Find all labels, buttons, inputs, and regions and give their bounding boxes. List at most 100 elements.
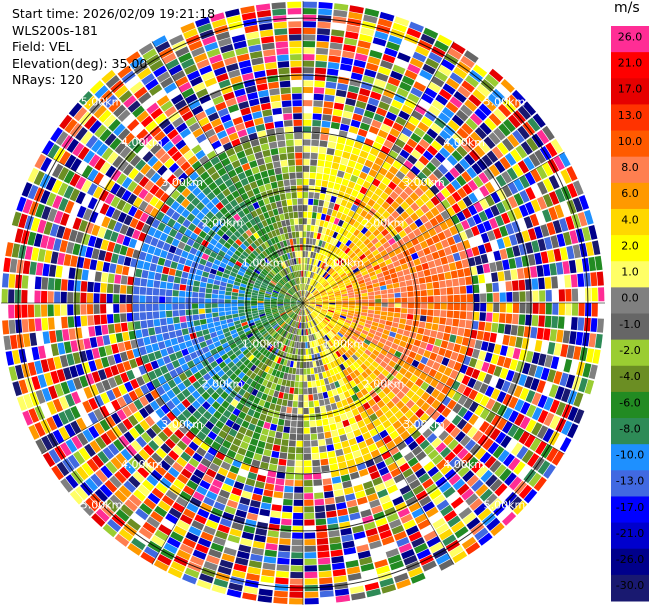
- velocity-cell: [341, 311, 348, 315]
- velocity-cell: [220, 461, 231, 471]
- velocity-cell: [388, 35, 403, 45]
- velocity-cell: [277, 465, 286, 473]
- velocity-cell: [89, 384, 100, 397]
- velocity-cell: [231, 332, 239, 339]
- velocity-cell: [171, 385, 181, 396]
- velocity-cell: [274, 348, 280, 356]
- velocity-cell: [428, 244, 437, 253]
- velocity-cell: [309, 179, 316, 186]
- velocity-cell: [226, 449, 237, 459]
- velocity-cell: [314, 252, 319, 260]
- velocity-cell: [236, 326, 244, 333]
- velocity-cell: [437, 64, 452, 77]
- velocity-cell: [324, 249, 330, 257]
- velocity-cell: [272, 312, 280, 317]
- velocity-cell: [390, 272, 398, 279]
- velocity-cell: [294, 381, 299, 388]
- velocity-cell: [314, 294, 321, 298]
- velocity-cell: [288, 326, 293, 333]
- velocity-cell: [311, 126, 321, 134]
- velocity-cell: [184, 369, 193, 378]
- velocity-cell: [367, 267, 375, 274]
- velocity-cell: [330, 195, 337, 203]
- velocity-cell: [351, 255, 359, 262]
- velocity-cell: [411, 445, 423, 456]
- velocity-cell: [255, 528, 268, 536]
- velocity-cell: [163, 542, 178, 555]
- velocity-cell: [140, 384, 150, 395]
- velocity-cell: [378, 66, 391, 76]
- velocity-cell: [281, 365, 287, 373]
- velocity-cell: [200, 276, 208, 283]
- velocity-cell: [246, 512, 258, 521]
- velocity-cell: [127, 414, 139, 427]
- velocity-cell: [457, 383, 467, 394]
- velocity-cell: [392, 420, 402, 430]
- velocity-cell: [171, 359, 181, 369]
- velocity-cell: [199, 367, 208, 376]
- velocity-cell: [332, 109, 343, 117]
- velocity-cell: [383, 117, 395, 127]
- velocity-cell: [341, 440, 350, 449]
- velocity-cell: [56, 461, 70, 477]
- velocity-cell: [478, 103, 492, 117]
- velocity-cell: [352, 385, 360, 394]
- velocity-cell: [206, 317, 214, 324]
- velocity-cell: [443, 142, 455, 154]
- velocity-cell: [333, 394, 341, 403]
- velocity-cell: [374, 482, 386, 493]
- velocity-cell: [226, 471, 238, 481]
- velocity-cell: [308, 295, 314, 300]
- velocity-cell: [133, 312, 140, 321]
- velocity-cell: [279, 344, 285, 351]
- velocity-cell: [453, 91, 467, 104]
- velocity-cell: [235, 432, 245, 441]
- velocity-cell: [430, 157, 442, 168]
- velocity-cell: [175, 496, 189, 508]
- velocity-cell: [505, 313, 513, 324]
- velocity-cell: [268, 337, 275, 344]
- velocity-cell: [570, 317, 578, 331]
- velocity-cell: [307, 387, 313, 395]
- velocity-cell: [466, 474, 479, 487]
- velocity-cell: [256, 474, 267, 483]
- velocity-cell: [233, 385, 242, 393]
- velocity-cell: [441, 357, 450, 366]
- velocity-cell: [225, 291, 232, 296]
- velocity-cell: [212, 284, 220, 290]
- velocity-cell: [192, 314, 200, 321]
- velocity-cell: [327, 376, 334, 384]
- velocity-cell: [359, 425, 369, 435]
- velocity-cell: [413, 284, 420, 291]
- velocity-cell: [347, 312, 354, 317]
- velocity-cell: [342, 480, 353, 489]
- velocity-cell: [225, 434, 235, 443]
- velocity-cell: [242, 348, 250, 356]
- velocity-cell: [309, 407, 315, 414]
- velocity-cell: [369, 389, 377, 398]
- velocity-cell: [377, 523, 390, 533]
- velocity-cell: [346, 314, 354, 319]
- velocity-cell: [376, 257, 385, 264]
- velocity-cell: [483, 373, 493, 385]
- velocity-cell: [401, 335, 409, 343]
- velocity-cell: [320, 365, 326, 373]
- velocity-cell: [255, 334, 263, 340]
- velocity-cell: [319, 254, 324, 261]
- velocity-cell: [534, 226, 544, 239]
- velocity-cell: [550, 235, 559, 249]
- velocity-cell: [386, 41, 401, 52]
- velocity-cell: [437, 164, 449, 175]
- velocity-cell: [330, 402, 338, 411]
- velocity-cell: [327, 141, 337, 149]
- velocity-cell: [277, 318, 283, 324]
- velocity-cell: [427, 309, 434, 316]
- velocity-cell: [318, 359, 324, 366]
- velocity-cell: [303, 126, 312, 133]
- velocity-cell: [313, 232, 318, 239]
- velocity-cell: [137, 466, 150, 479]
- velocity-cell: [60, 478, 74, 493]
- velocity-cell: [598, 287, 605, 302]
- velocity-cell: [525, 404, 537, 418]
- velocity-cell: [312, 326, 317, 334]
